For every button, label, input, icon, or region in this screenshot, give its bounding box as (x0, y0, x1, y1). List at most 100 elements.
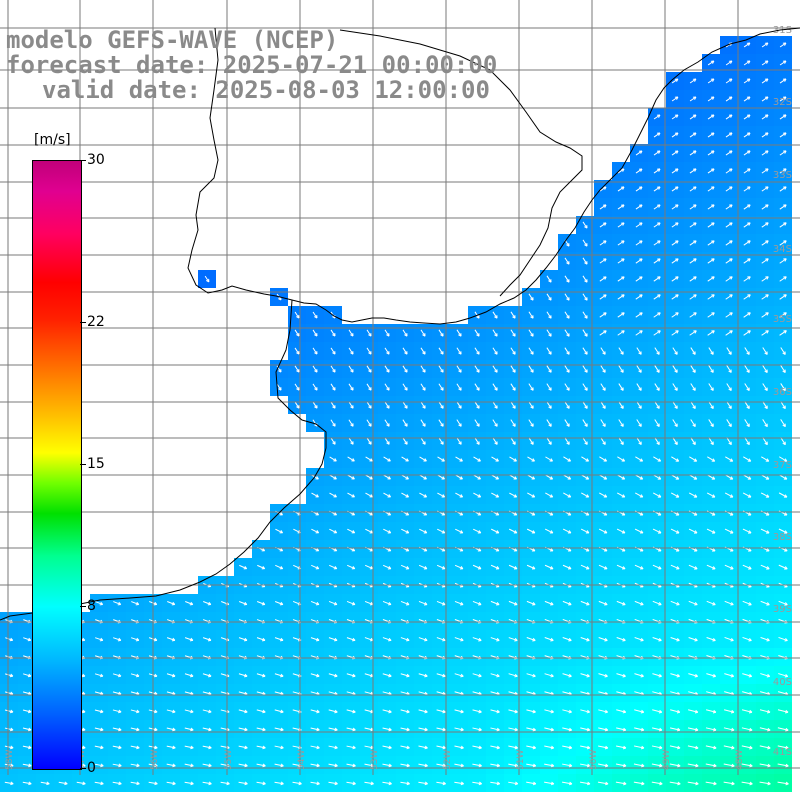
wind-arrow-shaft (598, 600, 608, 606)
wind-arrow-shaft (562, 564, 572, 570)
wind-arrow-shaft (635, 168, 643, 174)
wind-arrow-shaft (436, 691, 446, 695)
wind-arrow-shaft (759, 781, 771, 785)
wind-arrow-shaft (617, 168, 625, 174)
wind-arrow-shaft (707, 186, 715, 192)
wind-arrow-shaft (544, 745, 554, 749)
wind-arrow-shaft (420, 419, 426, 427)
wind-arrow-shaft (616, 745, 626, 749)
wind-arrow-shaft (671, 114, 679, 120)
wind-arrow-shaft (401, 492, 409, 498)
wind-arrow-head (350, 442, 354, 445)
wind-arrow-head (604, 657, 608, 660)
wind-arrow-head (296, 352, 300, 355)
wind-arrow-head (226, 783, 230, 786)
wind-arrow-shaft (778, 600, 788, 606)
coastline-east-border (339, 29, 583, 297)
wind-arrow-shaft (310, 745, 320, 749)
wind-arrow-shaft (455, 528, 463, 534)
wind-arrow-shaft (652, 492, 662, 498)
wind-arrow-head (586, 729, 590, 732)
wind-arrow-shaft (545, 492, 553, 498)
wind-arrow-shaft (582, 347, 588, 355)
wind-arrow-shaft (274, 709, 284, 713)
wind-arrow-shaft (311, 528, 319, 534)
wind-arrow-head (766, 258, 769, 262)
wind-arrow-head (748, 60, 751, 64)
wind-arrow-head (748, 168, 751, 172)
wind-arrow-shaft (527, 456, 535, 462)
wind-arrow-head (694, 132, 697, 136)
wind-arrow-head (748, 204, 751, 208)
wind-arrow-shaft (670, 673, 680, 677)
wind-arrow-head (730, 258, 733, 262)
wind-arrow-head (676, 204, 679, 208)
wind-arrow-head (695, 783, 699, 786)
wind-arrow-shaft (562, 763, 572, 767)
wind-arrow-shaft (725, 132, 733, 138)
wind-arrow-head (766, 42, 769, 46)
wind-arrow-shaft (544, 637, 554, 641)
wind-arrow-head (764, 388, 768, 391)
wind-arrow-head (584, 406, 588, 409)
wind-arrow-head (404, 370, 408, 373)
wind-arrow-shaft (687, 727, 699, 731)
wind-arrow-shaft (634, 637, 644, 641)
wind-arrow-head (440, 406, 444, 409)
wind-arrow-head (694, 312, 697, 316)
wind-arrow-shaft (616, 637, 626, 641)
wind-arrow-head (622, 729, 626, 732)
wind-arrow-head (27, 711, 32, 714)
wind-arrow-shaft (310, 673, 320, 677)
wind-arrow-head (784, 294, 787, 298)
wind-arrow-shaft (564, 365, 570, 373)
wind-arrow-shaft (688, 600, 698, 606)
wind-arrow-head (332, 352, 336, 355)
wind-arrow-shaft (401, 528, 409, 534)
wind-arrow-head (494, 316, 498, 319)
wind-arrow-head (641, 783, 645, 786)
wind-arrow-shaft (635, 294, 643, 300)
wind-arrow-head (350, 424, 354, 427)
wind-arrow-head (586, 657, 590, 660)
wind-arrow-shaft (761, 168, 769, 174)
wind-arrow-head (766, 675, 770, 678)
wind-arrow-shaft (725, 240, 733, 246)
wind-arrow-head (442, 783, 446, 786)
wind-arrow-shaft (456, 437, 462, 445)
wind-arrow-shaft (760, 474, 770, 480)
wind-arrow-shaft (4, 709, 14, 713)
latitude-label: 32S (773, 97, 792, 108)
wind-arrow-shaft (689, 168, 697, 174)
wind-arrow-shaft (528, 311, 534, 319)
wind-arrow-shaft (220, 637, 230, 641)
wind-arrow-head (766, 330, 769, 334)
wind-arrow-shaft (257, 564, 265, 570)
wind-arrow-head (478, 783, 482, 786)
wind-arrow-head (730, 132, 733, 136)
wind-arrow-shaft (580, 564, 590, 570)
wind-arrow-shaft (617, 258, 625, 264)
wind-arrow-shaft (348, 437, 354, 445)
wind-arrow-shaft (653, 114, 661, 120)
wind-arrow-shaft (364, 781, 374, 785)
wind-arrow-shaft (599, 222, 607, 228)
wind-arrow-shaft (706, 474, 716, 480)
wind-arrow-shaft (633, 763, 645, 767)
wind-arrow-head (694, 711, 698, 714)
wind-arrow-shaft (780, 383, 786, 391)
wind-arrow-shaft (202, 763, 212, 767)
wind-arrow-head (404, 442, 408, 445)
wind-arrow-shaft (708, 383, 714, 391)
wind-arrow-shaft (366, 365, 372, 373)
wind-arrow-shaft (366, 329, 372, 337)
wind-arrow-head (604, 729, 608, 732)
wind-arrow-head (478, 711, 482, 714)
wind-arrow-shaft (274, 727, 284, 731)
wind-arrow-head (620, 352, 624, 355)
wind-arrow-head (658, 276, 661, 280)
wind-arrow-shaft (598, 691, 608, 695)
wind-arrow-head (730, 78, 733, 82)
wind-arrow-shaft (742, 474, 752, 480)
